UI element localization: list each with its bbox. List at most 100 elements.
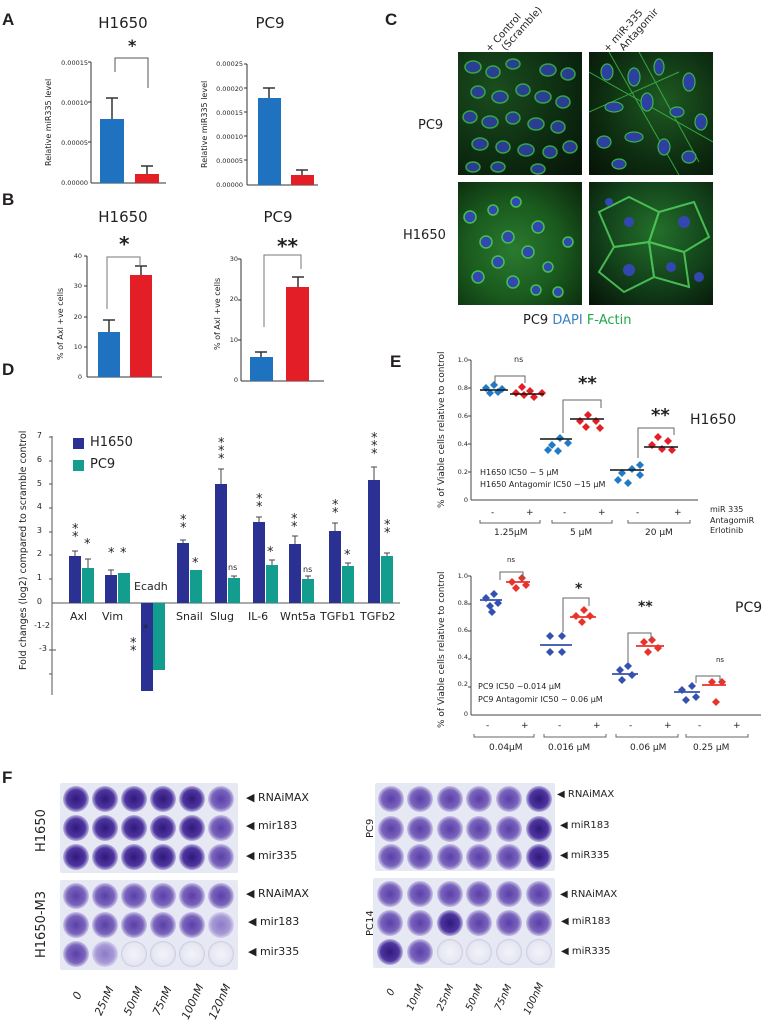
conc-label: 0.04µM	[489, 743, 523, 753]
pm-marker: -	[698, 721, 702, 731]
sig-tgfb2-h1650: ***	[371, 431, 378, 462]
cell-label-pc9: PC9	[735, 600, 763, 616]
bar-plot	[84, 255, 162, 378]
y-tick: 10	[73, 343, 82, 351]
sig-wnt5a-pc9: ns	[303, 565, 313, 574]
sig-0p06: **	[638, 599, 653, 615]
y-tick: -3	[39, 644, 47, 653]
y-tick: 20	[73, 313, 82, 321]
micrograph-h1650-control	[458, 182, 582, 305]
y-tick: 0.00000	[61, 179, 88, 187]
significance-marker: **	[277, 234, 298, 258]
ic50-h1650: H1650 IC50 ~ 5 µM	[480, 468, 559, 477]
y-tick: 0.00015	[216, 109, 243, 117]
y-tick: 0.4	[457, 653, 468, 661]
conc-label: 100nM	[179, 982, 207, 1022]
x-label-ecadh: Ecadh	[134, 580, 168, 593]
y-tick: -1-2	[34, 621, 50, 630]
y-axis-label: % of Viable cells relative to control	[437, 351, 447, 508]
micrograph-pc9-control	[458, 52, 582, 175]
conc-label: 120nM	[206, 982, 234, 1022]
ic50-pc9: PC9 IC50 ~0.014 µM	[478, 682, 561, 691]
sig-slug-pc9: ns	[228, 563, 238, 572]
y-tick: 0	[77, 373, 82, 381]
panel-d-label: D	[2, 360, 15, 379]
panel-a-label: A	[2, 10, 15, 29]
row-label-mir335: ◀ miR335	[561, 946, 611, 957]
y-tick: 0.2	[457, 680, 468, 688]
plate-label-h1650-m3: H1650-M3	[34, 890, 49, 958]
panel-e-label: E	[390, 352, 402, 371]
micrograph-pc9-antagomir	[589, 52, 713, 175]
conc-brackets	[479, 520, 691, 524]
conc-label: 0.25 µM	[693, 743, 730, 753]
bar-plot	[238, 254, 324, 382]
conc-label: 50nM	[464, 982, 486, 1013]
pm-marker: -	[629, 721, 633, 731]
y-tick: 0.00025	[216, 60, 243, 68]
panel-a-h1650-title: H1650	[98, 14, 148, 32]
sig-tgfb2-pc9: **	[384, 518, 391, 541]
y-tick: 0	[233, 376, 238, 384]
pm-marker: +	[733, 721, 741, 731]
plate-h1650	[60, 783, 238, 873]
panel-f-label: F	[2, 768, 13, 787]
y-tick: 0.6	[457, 412, 468, 420]
pm-marker: -	[491, 508, 495, 518]
conc-label: 75nM	[493, 982, 515, 1013]
significance-marker: *	[119, 232, 130, 256]
plate-pc14	[373, 878, 555, 968]
panel-b-label: B	[2, 190, 15, 209]
row-label-rnaimax: ◀ RNAiMAX	[560, 889, 618, 900]
row-label-mir183: ◀ mir183	[246, 819, 298, 832]
sig-il6-pc9: *	[267, 545, 274, 560]
micrograph-h1650-antagomir	[589, 182, 713, 305]
conc-brackets	[473, 734, 749, 738]
y-tick: 7	[36, 431, 42, 440]
sig-tgfb1-h1650: **	[332, 498, 339, 521]
y-tick: 0.00010	[216, 133, 243, 141]
sig-20um: **	[651, 405, 670, 426]
conc-label: 0	[385, 987, 398, 998]
y-tick: 0.6	[457, 626, 468, 634]
sig-vim-h1650: *	[108, 546, 115, 561]
y-tick: 2	[36, 549, 42, 558]
row-label-h1650: H1650	[403, 228, 446, 243]
legend-factin: F-Actin	[586, 313, 632, 328]
sig-axl-h1650: **	[72, 522, 79, 545]
y-axis-label: Relative miR335 level	[200, 80, 209, 168]
conc-label: 20 µM	[645, 528, 673, 538]
panel-a-pc9-title: PC9	[255, 14, 285, 32]
scatter-plot	[468, 359, 698, 501]
sig-1p25: ns	[514, 355, 524, 364]
y-tick: 0.8	[457, 384, 468, 392]
pm-marker: +	[598, 508, 606, 518]
conc-label: 5 µM	[570, 528, 593, 538]
y-tick: 20	[229, 295, 238, 303]
pm-marker: -	[558, 721, 562, 731]
y-tick: 0.00005	[61, 139, 88, 147]
y-tick: 10	[229, 336, 238, 344]
pm-marker: -	[563, 508, 567, 518]
sig-0p25: ns	[716, 656, 725, 664]
y-tick: 0.2	[457, 468, 468, 476]
sig-ecadh-h1650: **	[130, 636, 137, 659]
sig-5um: **	[578, 373, 597, 394]
y-tick: 30	[229, 255, 238, 263]
scatter-plot	[468, 571, 761, 716]
conc-label: 100nM	[522, 981, 547, 1017]
pm-marker: +	[526, 508, 534, 518]
row-label-mir183: ◀ miR183	[561, 916, 611, 927]
x-label-vim: Vim	[102, 610, 124, 623]
row-label-mir335: ◀ miR335	[560, 850, 610, 861]
conc-label: 1.25µM	[494, 528, 528, 538]
conc-label: 10nM	[405, 982, 427, 1013]
ic50-pc9-antagomir: PC9 Antagomir IC50 ~ 0.06 µM	[478, 695, 603, 704]
y-tick: 1	[36, 573, 42, 582]
legend-h1650: H1650	[90, 435, 133, 450]
y-tick: 0.00015	[61, 59, 88, 67]
x-label-slug: Slug	[210, 610, 234, 623]
sig-il6-h1650: **	[256, 492, 263, 515]
bar-plot	[49, 436, 400, 695]
row-label-rnaimax: ◀ RNAiMAX	[246, 791, 309, 804]
